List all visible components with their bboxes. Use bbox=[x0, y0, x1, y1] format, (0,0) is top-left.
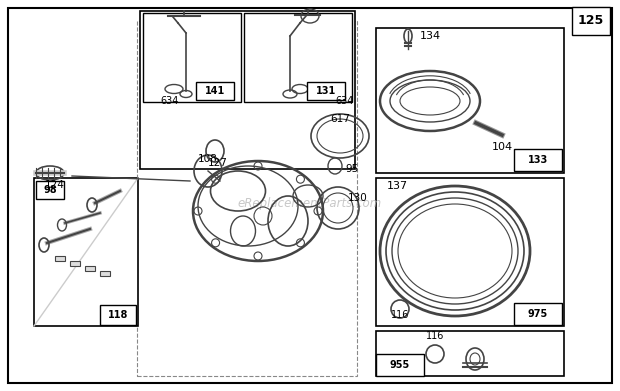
Text: 634: 634 bbox=[161, 96, 179, 106]
Bar bbox=[137, 21, 357, 376]
Text: 116: 116 bbox=[391, 310, 409, 320]
Text: 116: 116 bbox=[426, 331, 444, 341]
Bar bbox=[376, 354, 424, 376]
Bar bbox=[34, 178, 138, 326]
Text: 975: 975 bbox=[528, 309, 548, 319]
Bar bbox=[572, 7, 610, 35]
Bar bbox=[143, 13, 241, 102]
Text: 127: 127 bbox=[208, 158, 228, 168]
Text: eReplacementParts.com: eReplacementParts.com bbox=[238, 197, 382, 210]
Text: 131: 131 bbox=[316, 86, 336, 96]
Text: 634: 634 bbox=[336, 96, 354, 106]
Bar bbox=[100, 271, 110, 276]
Text: 137: 137 bbox=[386, 181, 407, 191]
Text: 95: 95 bbox=[345, 164, 358, 174]
Bar bbox=[196, 82, 234, 100]
Text: 98: 98 bbox=[43, 185, 57, 195]
Text: 108: 108 bbox=[198, 154, 218, 164]
Text: 104: 104 bbox=[492, 142, 513, 152]
Text: 125: 125 bbox=[578, 14, 604, 27]
Bar bbox=[376, 331, 564, 376]
Text: 134: 134 bbox=[420, 31, 441, 41]
Bar bbox=[514, 303, 562, 325]
Bar bbox=[70, 261, 80, 266]
Bar bbox=[36, 181, 64, 199]
Bar bbox=[244, 13, 352, 102]
Bar bbox=[376, 28, 564, 173]
Bar bbox=[307, 82, 345, 100]
Bar bbox=[55, 256, 65, 261]
Bar bbox=[100, 305, 136, 325]
Text: 124: 124 bbox=[45, 180, 65, 190]
Text: 130: 130 bbox=[348, 193, 368, 203]
Text: 141: 141 bbox=[205, 86, 225, 96]
Bar bbox=[140, 11, 355, 169]
Text: 133: 133 bbox=[528, 155, 548, 165]
Text: 617: 617 bbox=[330, 114, 350, 124]
Bar bbox=[376, 178, 564, 326]
Bar bbox=[514, 149, 562, 171]
Bar bbox=[85, 266, 95, 271]
Text: 118: 118 bbox=[108, 310, 128, 320]
Text: 955: 955 bbox=[390, 360, 410, 370]
